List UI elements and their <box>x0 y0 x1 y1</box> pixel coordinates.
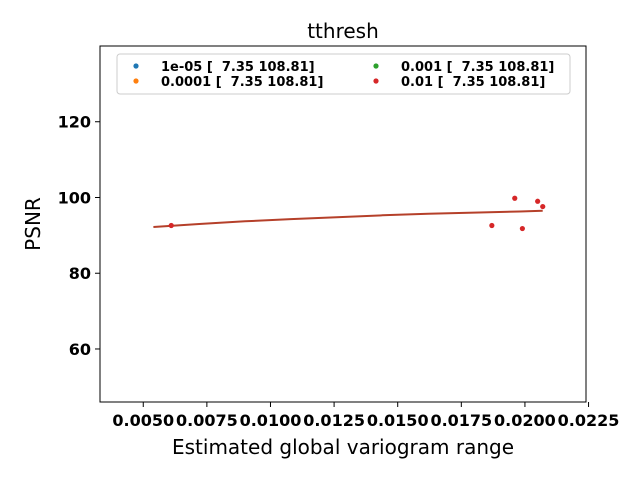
x-tick-label: 0.0075 <box>176 411 238 430</box>
chart-title: tthresh <box>307 19 379 43</box>
x-axis-label: Estimated global variogram range <box>172 435 514 459</box>
legend-marker <box>373 63 379 69</box>
x-axis: 0.0050 0.0075 0.0100 0.0125 0.0150 0.0175 0.02… <box>112 402 619 430</box>
y-tick-label: 80 <box>69 264 91 283</box>
legend: 1e-05 [ 7.35 108.81]0.0001 [ 7.35 108.81… <box>116 53 571 95</box>
fit-line <box>153 209 543 228</box>
data-point <box>519 225 525 232</box>
y-axis: 60 80 100 120 <box>58 113 100 359</box>
y-tick-label: 100 <box>58 188 91 207</box>
data-point <box>512 195 518 201</box>
data-point <box>535 198 541 204</box>
legend-item: 0.0001 [ 7.35 108.81] <box>133 75 323 90</box>
x-tick-label: 0.0225 <box>558 411 620 430</box>
legend-label: 0.0001 [ 7.35 108.81] <box>161 75 323 90</box>
x-tick-label: 0.0150 <box>367 411 429 430</box>
legend-item: 0.01 [ 7.35 108.81] <box>373 75 545 90</box>
data-point <box>540 203 546 210</box>
legend-marker <box>373 78 379 84</box>
data-point <box>489 222 495 229</box>
y-axis-label: PSNR <box>21 197 45 251</box>
x-tick-label: 0.0200 <box>494 411 556 430</box>
plot-marks <box>153 195 546 232</box>
legend-label: 1e-05 [ 7.35 108.81] <box>161 60 315 75</box>
y-tick-label: 60 <box>69 340 91 359</box>
legend-marker <box>133 78 139 84</box>
x-tick-label: 0.0175 <box>430 411 492 430</box>
legend-item: 1e-05 [ 7.35 108.81] <box>133 60 315 75</box>
y-tick-label: 120 <box>58 113 91 132</box>
legend-marker <box>133 63 139 69</box>
legend-item: 0.001 [ 7.35 108.81] <box>373 60 554 75</box>
x-tick-label: 0.0125 <box>303 411 365 430</box>
legend-label: 0.01 [ 7.35 108.81] <box>401 75 545 90</box>
x-tick-label: 0.0100 <box>240 411 302 430</box>
legend-label: 0.001 [ 7.35 108.81] <box>401 60 554 75</box>
legend-box <box>116 53 571 95</box>
x-tick-label: 0.0050 <box>112 411 174 430</box>
data-point <box>168 222 174 229</box>
plot-frame <box>99 45 587 403</box>
